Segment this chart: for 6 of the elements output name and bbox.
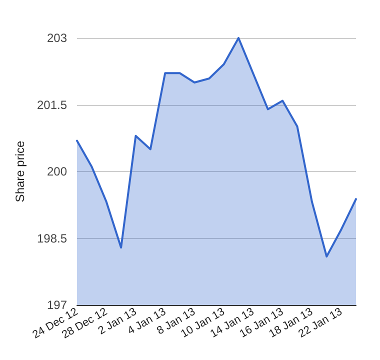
y-axis-title: Share price: [13, 140, 28, 202]
y-tick-label: 197: [46, 298, 68, 312]
y-tick-label: 203: [46, 31, 68, 45]
y-tick-label: 200: [46, 164, 68, 178]
y-tick-label: 201.5: [36, 98, 68, 112]
y-tick-label: 198.5: [36, 231, 68, 246]
